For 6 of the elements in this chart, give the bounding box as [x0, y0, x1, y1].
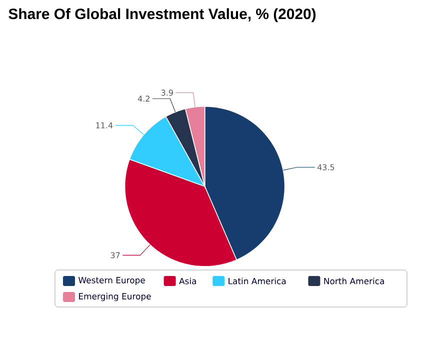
legend-label: Latin America [228, 278, 286, 284]
legend-label: North America [324, 278, 384, 284]
chart-title: Share Of Global Investment Value, % (2020) [8, 8, 316, 22]
legend-label: Emerging Europe [79, 292, 151, 302]
legend-label: Western Europe [78, 277, 145, 285]
legend-label: Asia [179, 278, 196, 284]
